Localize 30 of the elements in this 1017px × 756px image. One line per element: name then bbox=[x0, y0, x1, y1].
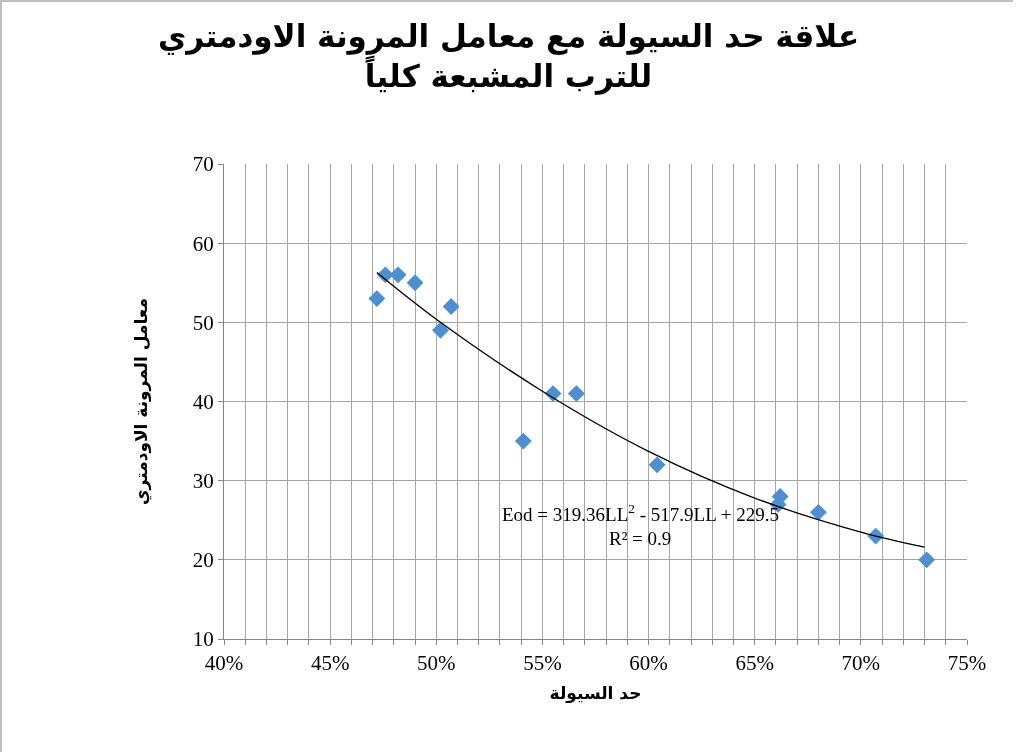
x-tick-label: 45% bbox=[310, 651, 350, 676]
chart-title: علاقة حد السيولة مع معامل المرونة الاودمتري للترب المشبعة كلياً bbox=[157, 18, 860, 96]
point bbox=[368, 290, 386, 308]
x-tick-label: 60% bbox=[629, 651, 668, 676]
y-tick-label: 10 bbox=[192, 627, 214, 652]
y-tick-label: 40 bbox=[192, 389, 214, 414]
point bbox=[918, 551, 936, 569]
point bbox=[432, 321, 449, 339]
y-tick-label: 20 bbox=[192, 548, 214, 573]
x-tick-label: 40% bbox=[204, 651, 244, 676]
x-tick-label: 70% bbox=[841, 651, 881, 676]
x-axis-title: حد السيولة bbox=[549, 682, 642, 704]
x-tick-label: 55% bbox=[523, 651, 562, 676]
point bbox=[442, 298, 460, 315]
x-tick-label: 65% bbox=[735, 651, 774, 676]
x-tick-label: 50% bbox=[417, 651, 456, 676]
point bbox=[648, 456, 666, 474]
point bbox=[389, 266, 407, 284]
y-tick-label: 70 bbox=[192, 152, 214, 177]
y-tick-label: 60 bbox=[192, 231, 214, 256]
x-tick-label: 75% bbox=[947, 651, 987, 676]
y-tick-label: 30 bbox=[192, 469, 214, 494]
point bbox=[406, 274, 424, 292]
annotation: R² = 0.9 bbox=[609, 528, 672, 549]
point bbox=[567, 385, 585, 403]
point bbox=[514, 432, 532, 450]
y-axis-title: معامل المرونة الاودمتري bbox=[131, 298, 153, 505]
annotation: Eod = 319.36LL$^{2}$ - 517.9LL + 229.5 bbox=[502, 501, 780, 525]
y-tick-label: 50 bbox=[192, 310, 214, 335]
point bbox=[809, 503, 827, 521]
